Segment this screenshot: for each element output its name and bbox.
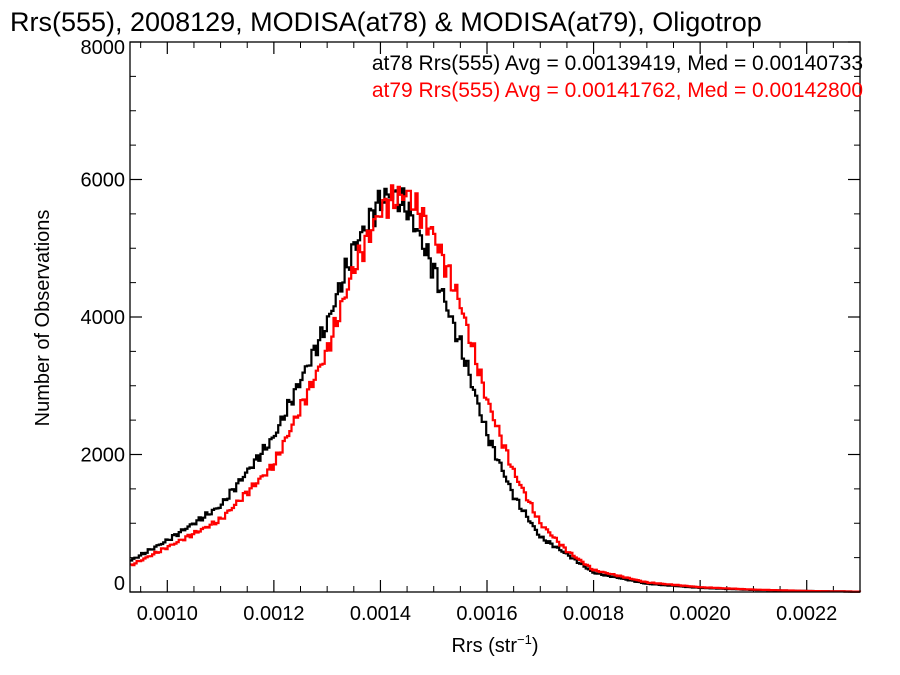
series-layer bbox=[130, 184, 862, 593]
y-tick-label: 4000 bbox=[81, 307, 126, 329]
chart-title: Rrs(555), 2008129, MODISA(at78) & MODISA… bbox=[10, 7, 762, 37]
x-tick-label: 0.0016 bbox=[456, 603, 517, 625]
y-axis-label: Number of Observations bbox=[32, 210, 54, 427]
x-axis-label-exponent: −1 bbox=[517, 632, 532, 647]
x-tick-label: 0.0010 bbox=[137, 603, 198, 625]
series-at78-line bbox=[130, 187, 860, 593]
x-tick-label: 0.0012 bbox=[243, 603, 304, 625]
legend-entry-at78: at78 Rrs(555) Avg = 0.00139419, Med = 0.… bbox=[372, 52, 863, 75]
x-tick-label: 0.0018 bbox=[563, 603, 624, 625]
plot-frame bbox=[129, 41, 861, 593]
y-tick-label: 2000 bbox=[81, 445, 126, 467]
series-at79-line bbox=[130, 184, 862, 593]
tick-layer: 0.0010 0.0012 0.0014 0.0016 0.0018 0.0020 0.00… bbox=[81, 37, 861, 625]
x-axis-label: Rrs (str−1) bbox=[451, 632, 538, 657]
y-tick-label: 8000 bbox=[81, 37, 126, 59]
x-tick-label: 0.0014 bbox=[350, 603, 411, 625]
y-tick-label: 6000 bbox=[81, 170, 126, 192]
x-tick-label: 0.0020 bbox=[670, 603, 731, 625]
legend-entry-at79: at79 Rrs(555) Avg = 0.00141762, Med = 0.… bbox=[372, 79, 863, 102]
x-axis-label-close: ) bbox=[532, 635, 539, 657]
x-tick-label: 0.0022 bbox=[776, 603, 837, 625]
x-axis-label-main: Rrs (str bbox=[451, 635, 517, 657]
y-tick-label: 0 bbox=[114, 573, 125, 595]
